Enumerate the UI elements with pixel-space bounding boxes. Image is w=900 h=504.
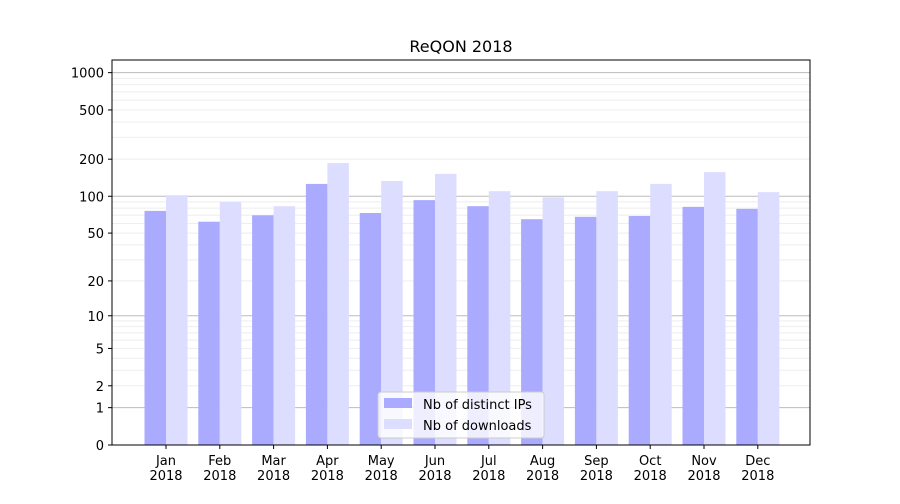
bar-distinct-ips (574, 216, 597, 445)
bar-downloads (650, 183, 672, 445)
bar-distinct-ips (144, 210, 166, 445)
y-tick-label: 20 (87, 275, 104, 290)
bar-distinct-ips (467, 206, 489, 445)
y-tick-label: 1 (96, 402, 104, 417)
bar-distinct-ips (682, 206, 704, 445)
y-tick-label: 2 (96, 380, 104, 395)
bar-downloads (488, 191, 511, 445)
legend-label: Nb of distinct IPs (423, 398, 532, 413)
bar-distinct-ips (252, 215, 274, 445)
bar-downloads (704, 172, 726, 445)
x-tick-label: Jul 2018 (472, 454, 505, 484)
bar-distinct-ips (628, 216, 651, 445)
bar-distinct-ips (413, 200, 435, 445)
chart-title: ReQON 2018 (409, 37, 512, 56)
legend-label: Nb of downloads (423, 419, 532, 434)
bar-distinct-ips (359, 213, 382, 445)
x-tick-label: Nov 2018 (687, 454, 720, 484)
bar-downloads (166, 195, 188, 445)
legend-swatch (384, 398, 412, 408)
y-tick-label: 50 (87, 227, 104, 242)
legend-swatch (384, 419, 412, 429)
bar-downloads (327, 163, 349, 445)
bar-downloads (596, 191, 618, 445)
bar-downloads (273, 206, 296, 445)
x-tick-label: May 2018 (365, 454, 398, 484)
x-tick-label: Dec 2018 (741, 454, 774, 484)
bar-downloads (381, 181, 403, 445)
y-tick-label: 200 (79, 153, 104, 168)
x-tick-label: Jan 2018 (149, 454, 182, 484)
x-tick-label: Mar 2018 (257, 454, 290, 484)
y-tick-label: 10 (87, 310, 104, 325)
y-tick-label: 1000 (71, 67, 104, 82)
y-tick-label: 5 (96, 342, 104, 357)
x-tick-label: Aug 2018 (526, 454, 559, 484)
y-tick-label: 0 (96, 439, 104, 454)
x-tick-label: Feb 2018 (203, 454, 236, 484)
bar-distinct-ips (736, 208, 758, 445)
y-tick-label: 500 (79, 104, 104, 119)
x-tick-label: Oct 2018 (634, 454, 667, 484)
bar-downloads (542, 197, 565, 445)
x-tick-label: Jun 2018 (418, 454, 451, 484)
bar-downloads (757, 192, 780, 445)
bar-downloads (435, 173, 457, 445)
x-tick-label: Sep 2018 (580, 454, 613, 484)
bar-distinct-ips (521, 219, 543, 445)
bar-downloads (219, 201, 242, 445)
plot-frame (111, 59, 811, 446)
bar-distinct-ips (305, 183, 328, 445)
bar-distinct-ips (198, 221, 220, 445)
y-tick-label: 100 (79, 190, 104, 205)
x-tick-label: Apr 2018 (311, 454, 344, 484)
legend: Nb of distinct IPs Nb of downloads (377, 391, 545, 439)
